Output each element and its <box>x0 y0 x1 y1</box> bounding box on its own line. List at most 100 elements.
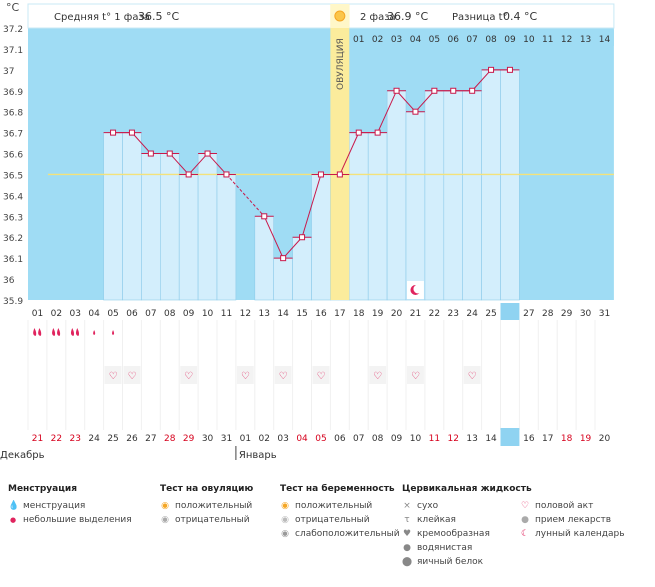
temperature-bar <box>178 174 199 301</box>
legend-item: положительный <box>295 501 373 511</box>
phase2-day-label: 13 <box>580 35 591 45</box>
legend-item: яичный белок <box>417 557 484 567</box>
heart-cell <box>236 366 254 384</box>
heart-cell <box>123 366 141 384</box>
moon-shadow <box>413 284 423 294</box>
legend-item: положительный <box>175 501 253 511</box>
temperature-point <box>128 129 135 136</box>
diff-label: Разница t° <box>452 12 508 23</box>
temperature-segment <box>263 216 284 259</box>
cycle-day-label: 01 <box>32 309 43 319</box>
y-tick-label: 36.8 <box>3 109 23 119</box>
blood-drop-icon: 💧 <box>8 501 20 511</box>
temperature-segment <box>131 132 152 154</box>
temperature-bar <box>254 216 275 301</box>
pill-icon: ● <box>521 515 529 525</box>
temperature-point <box>204 150 211 157</box>
header-strip <box>27 3 615 29</box>
phase2-day-label: 02 <box>372 35 383 45</box>
legend-item: менструация <box>23 501 86 511</box>
y-tick-label: 36.6 <box>3 151 23 161</box>
temperature-segment <box>339 132 360 175</box>
legend-item: отрицательный <box>175 515 250 525</box>
temperature-bar <box>405 111 426 301</box>
date-label: 17 <box>542 434 553 444</box>
temperature-bar <box>443 90 463 301</box>
legend-title-menstruation: Менструация <box>8 484 77 494</box>
phase2-day-label: 11 <box>542 35 553 45</box>
temperature-segment <box>415 90 435 113</box>
y-tick-label: 37.2 <box>3 25 23 35</box>
cycle-day-label: 05 <box>107 309 118 319</box>
phase2-day-label: 12 <box>561 35 572 45</box>
creamy-icon: ♥ <box>402 529 412 539</box>
cycle-day-label: 14 <box>277 309 289 319</box>
temperature-bar <box>462 90 482 301</box>
date-label: 13 <box>466 434 477 444</box>
date-label: 20 <box>599 434 611 444</box>
date-label: 21 <box>32 434 43 444</box>
temperature-point <box>185 171 192 178</box>
temperature-point <box>506 66 513 73</box>
phase2-day-label: 06 <box>448 35 460 45</box>
cycle-day-label: 30 <box>580 309 592 319</box>
date-label: 16 <box>523 434 535 444</box>
cycle-day-label: 11 <box>221 309 232 319</box>
temperature-bar <box>367 132 388 301</box>
date-label: 27 <box>145 434 156 444</box>
ovulation-label: ОВУЛЯЦИЯ <box>336 38 346 90</box>
heart-cell <box>104 366 122 384</box>
diff-value: 0.4 °C <box>503 10 537 23</box>
temperature-bar <box>141 153 161 301</box>
y-unit-label: °C <box>6 1 20 14</box>
temperature-point <box>412 108 419 115</box>
date-label: 12 <box>448 434 459 444</box>
y-tick-label: 37 <box>3 67 14 77</box>
temperature-point <box>450 87 457 94</box>
heart-icon: ♡ <box>316 371 325 382</box>
temperature-bar <box>216 174 237 301</box>
cycle-day-label: 02 <box>51 309 62 319</box>
phase2-day-strip <box>349 30 614 46</box>
y-tick-label: 35.9 <box>3 297 23 307</box>
heart-icon: ♡ <box>411 371 420 382</box>
heart-icon: ♡ <box>520 501 530 511</box>
menstruation-icon <box>52 328 61 336</box>
y-tick-label: 36 <box>3 276 15 286</box>
temperature-segment <box>188 153 208 175</box>
temperature-bar <box>122 132 142 301</box>
temperature-point <box>469 87 476 94</box>
date-label: 18 <box>561 434 573 444</box>
temperature-bar <box>500 69 520 301</box>
month-label-january: Январь <box>239 450 277 461</box>
cycle-day-label: 22 <box>429 309 440 319</box>
month-label-december: Декабрь <box>0 450 45 461</box>
date-label: 25 <box>107 434 118 444</box>
heart-icon: ♡ <box>127 371 136 382</box>
cycle-day-label: 10 <box>202 309 214 319</box>
cycle-day-label: 06 <box>126 309 138 319</box>
temperature-point <box>355 129 362 136</box>
test-negative-icon: ◉ <box>161 515 169 525</box>
temperature-segment <box>301 174 322 238</box>
sun-icon <box>334 10 346 22</box>
y-tick-label: 36.1 <box>3 255 23 265</box>
legend-title-pregnancy-test: Тест на беременность <box>280 484 395 494</box>
phase2-day-label: 01 <box>353 35 364 45</box>
date-label: 31 <box>221 434 232 444</box>
phase2-day-label: 08 <box>485 35 497 45</box>
cycle-day-label: 21 <box>410 309 421 319</box>
date-label: 24 <box>88 434 100 444</box>
legend-item: отрицательный <box>295 515 370 525</box>
cycle-day-label: 17 <box>334 309 345 319</box>
temperature-bar <box>273 257 293 301</box>
heart-icon: ♡ <box>279 371 288 382</box>
cycle-day-label: 29 <box>561 309 573 319</box>
date-label: 11 <box>429 434 440 444</box>
legend-menstruation: Менструация 💧 менструация ● небольшие выде… <box>8 482 132 527</box>
temperature-point <box>336 171 343 178</box>
heart-icon: ♡ <box>109 371 118 382</box>
heart-icon: ♡ <box>373 371 382 382</box>
phase2-day-label: 07 <box>466 35 477 45</box>
